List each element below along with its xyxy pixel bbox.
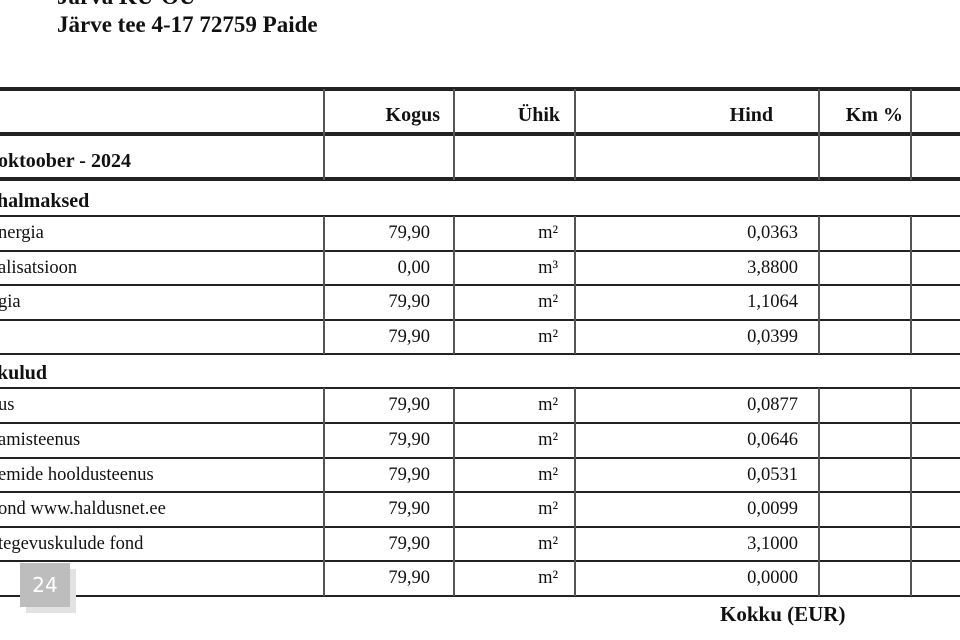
table-rule bbox=[0, 457, 960, 459]
table-rule bbox=[0, 526, 960, 528]
column-rule bbox=[453, 216, 455, 354]
row-uhik: m² bbox=[538, 430, 558, 450]
row-name: nergia bbox=[0, 223, 44, 243]
row-uhik: m² bbox=[538, 292, 558, 313]
column-rule bbox=[453, 388, 455, 596]
row-name: alisatsioon bbox=[0, 257, 78, 278]
row-kogus: 79,90 bbox=[388, 223, 430, 243]
section-title: kulud bbox=[0, 362, 48, 385]
row-uhik: m² bbox=[538, 464, 558, 485]
row-name bbox=[0, 320, 318, 354]
column-rule bbox=[574, 216, 576, 354]
row-hind: 0,0000 bbox=[747, 568, 798, 589]
column-rule bbox=[910, 388, 912, 596]
table-rule bbox=[0, 353, 960, 355]
column-rule bbox=[910, 89, 912, 180]
row-hind: 1,1064 bbox=[747, 292, 798, 313]
row-uhik: m² bbox=[538, 533, 558, 554]
table-rule bbox=[0, 422, 960, 424]
column-rule bbox=[323, 388, 325, 596]
column-rule bbox=[574, 89, 576, 180]
row-hind: 0,0099 bbox=[747, 499, 798, 520]
total-label: Kokku (EUR) bbox=[720, 602, 846, 626]
table-rule bbox=[0, 560, 960, 562]
row-hind: 3,8800 bbox=[747, 257, 798, 278]
row-kogus: 79,90 bbox=[388, 430, 430, 450]
header-uhik: Ühik bbox=[517, 104, 560, 126]
row-hind: 3,1000 bbox=[747, 533, 798, 554]
row-kogus: 79,90 bbox=[388, 326, 430, 347]
row-hind: 0,0363 bbox=[747, 223, 798, 243]
row-kogus: 79,90 bbox=[388, 464, 430, 485]
address-line-1: Järva KÜ-OÜ bbox=[57, 0, 196, 10]
row-name: emide hooldusteenus bbox=[0, 464, 154, 485]
table-rule bbox=[0, 132, 960, 136]
row-kogus: 79,90 bbox=[388, 499, 430, 520]
column-rule bbox=[818, 388, 820, 596]
row-name: gia bbox=[0, 292, 21, 313]
row-name: ond www.haldusnet.ee bbox=[0, 499, 166, 520]
row-uhik: m² bbox=[538, 326, 558, 347]
table-rule bbox=[0, 284, 960, 286]
address-line-2: Järve tee 4-17 72759 Paide bbox=[57, 12, 318, 37]
row-kogus: 79,90 bbox=[388, 395, 430, 416]
table-rule bbox=[0, 215, 960, 217]
table-rule bbox=[0, 319, 960, 321]
row-kogus: 79,90 bbox=[388, 568, 430, 589]
page-number-badge[interactable]: 24 bbox=[20, 563, 70, 607]
row-hind: 0,0399 bbox=[747, 326, 798, 347]
table-rule bbox=[0, 87, 960, 91]
row-kogus: 79,90 bbox=[388, 533, 430, 554]
header-kogus: Kogus bbox=[385, 104, 440, 126]
row-kogus: 79,90 bbox=[388, 292, 430, 313]
row-hind: 0,0646 bbox=[747, 430, 798, 450]
column-rule bbox=[910, 216, 912, 354]
row-uhik: m² bbox=[538, 223, 558, 243]
period-label: oktoober - 2024 bbox=[0, 150, 131, 172]
section-title: halmaksed bbox=[0, 190, 90, 212]
table-rule bbox=[0, 595, 960, 597]
column-rule bbox=[818, 89, 820, 180]
row-name: amisteenus bbox=[0, 430, 81, 450]
table-rule bbox=[0, 491, 960, 493]
row-uhik: m² bbox=[538, 568, 558, 589]
column-rule bbox=[574, 388, 576, 596]
row-uhik: m² bbox=[538, 499, 558, 520]
table-rule bbox=[0, 387, 960, 390]
row-uhik: m² bbox=[538, 395, 558, 416]
header-km: Km % bbox=[845, 104, 903, 126]
row-name: tegevuskulude fond bbox=[0, 533, 144, 554]
table-rule bbox=[0, 177, 960, 181]
header-hind: Hind bbox=[729, 104, 773, 126]
row-hind: 0,0877 bbox=[747, 395, 798, 416]
row-kogus: 0,00 bbox=[397, 257, 430, 278]
row-uhik: m³ bbox=[538, 257, 558, 278]
row-hind: 0,0531 bbox=[747, 464, 798, 485]
column-rule bbox=[818, 216, 820, 354]
column-rule bbox=[453, 89, 455, 180]
table-rule bbox=[0, 250, 960, 252]
column-rule bbox=[323, 216, 325, 354]
row-name: us bbox=[0, 395, 15, 416]
column-rule bbox=[323, 89, 325, 180]
